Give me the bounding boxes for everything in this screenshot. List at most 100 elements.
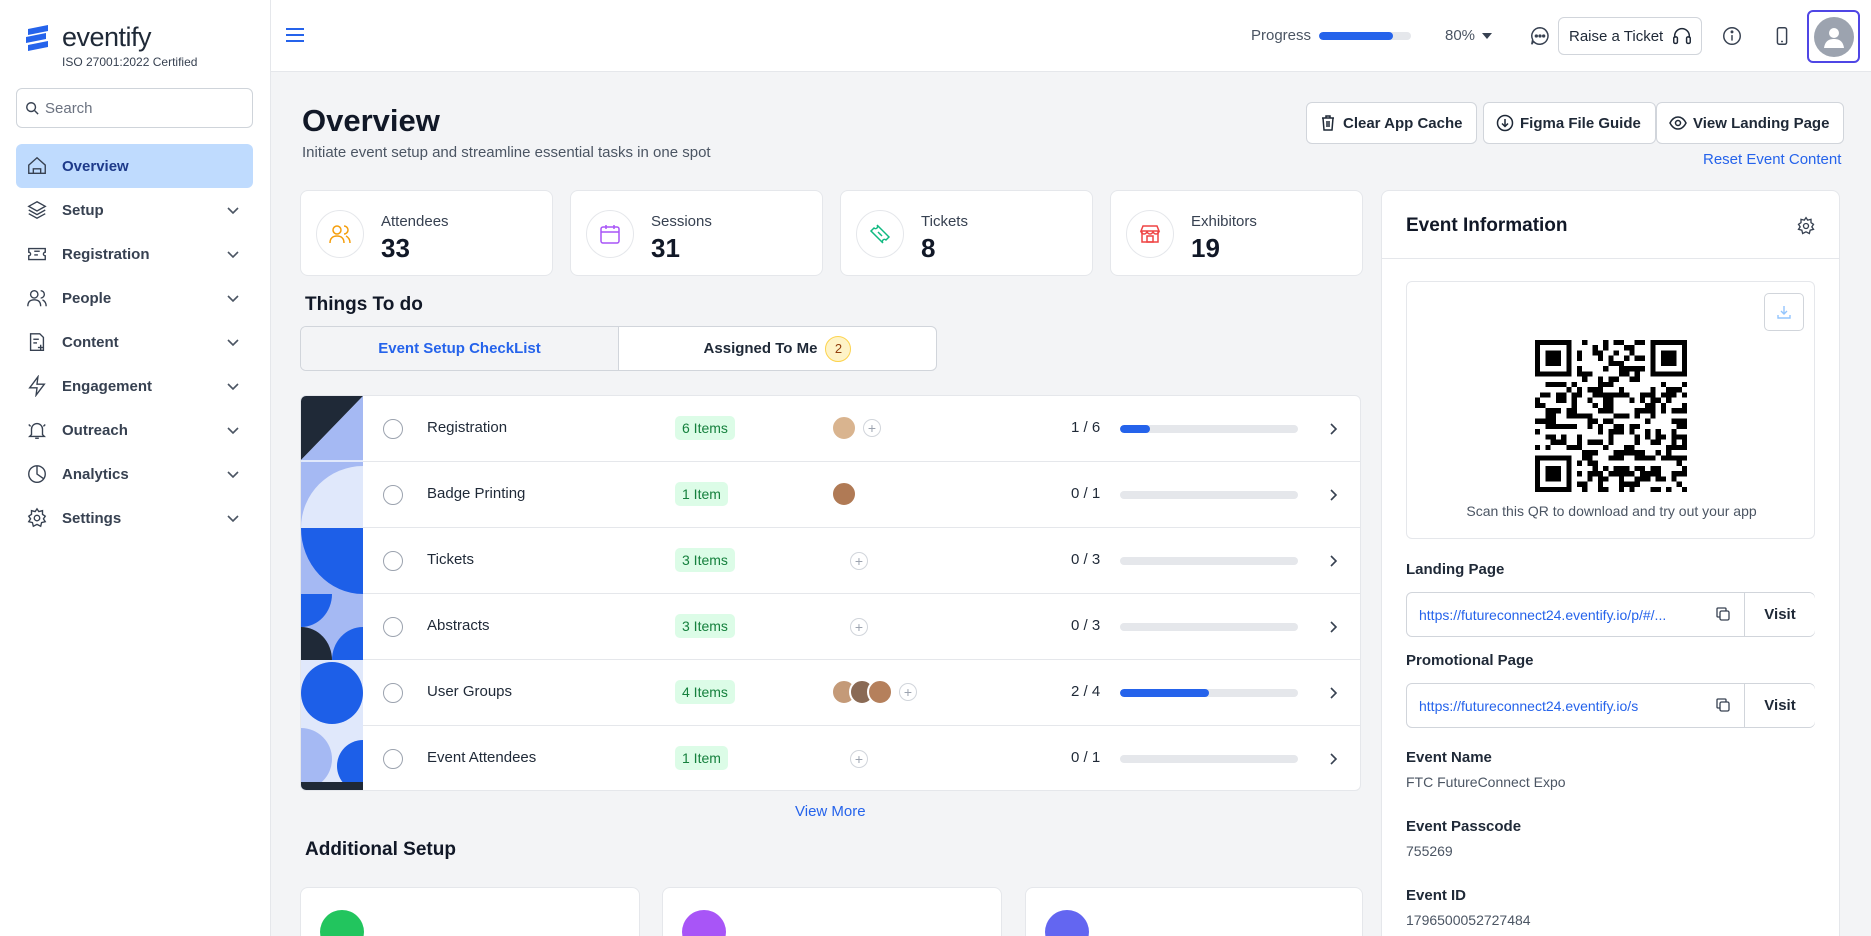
row-name: Event Attendees [427,749,537,766]
chevron-right-icon[interactable] [1325,751,1341,767]
add-assignee-icon[interactable]: + [899,683,917,701]
sidebar-item-label: Engagement [62,377,153,395]
home-icon [28,156,46,175]
sidebar-item-label: Overview [62,157,129,175]
add-assignee-icon[interactable]: + [850,618,868,636]
chevron-down-icon [227,251,239,259]
chevron-down-icon [227,207,239,215]
row-progress-bar [1120,623,1298,631]
chevron-right-icon[interactable] [1325,421,1341,437]
chevron-right-icon[interactable] [1325,553,1341,569]
copy-icon[interactable] [1715,606,1731,622]
row-radio[interactable] [383,485,403,505]
sidebar-item-label: Analytics [62,465,129,483]
stat-icon-container [316,210,364,258]
reset-event-content-link[interactable]: Reset Event Content [1703,151,1842,168]
qr-code [1535,340,1687,492]
chat-icon[interactable] [1529,25,1551,47]
row-radio[interactable] [383,683,403,703]
copy-icon[interactable] [1715,697,1731,713]
raise-ticket-button[interactable]: Raise a Ticket [1558,17,1702,55]
bell-icon [28,422,46,439]
search-input[interactable] [45,99,245,117]
event-id-label: Event ID [1406,887,1467,904]
add-assignee-icon[interactable]: + [850,750,868,768]
checklist-row-abstracts[interactable]: Abstracts 3 Items + 0 / 3 [363,594,1360,660]
tab-label: Event Setup CheckList [378,340,541,357]
checklist-row-badge-printing[interactable]: Badge Printing 1 Item 0 / 1 [363,462,1360,528]
avatar[interactable] [831,481,857,507]
additional-setup-card[interactable] [662,887,1002,936]
event-passcode-label: Event Passcode [1406,818,1522,835]
stat-label: Attendees [381,213,449,230]
search-box[interactable] [16,88,253,128]
users-icon [27,289,47,307]
stat-icon-container [586,210,634,258]
event-passcode-value: 755269 [1406,843,1453,859]
caret-down-icon[interactable] [1481,31,1493,41]
row-count: 1 / 6 [1071,419,1101,436]
stat-value: 33 [381,233,410,263]
sidebar-item-people[interactable]: People [16,276,253,320]
checklist-row-user-groups[interactable]: User Groups 4 Items + 2 / 4 [363,660,1360,726]
items-badge: 3 Items [675,614,735,638]
download-icon [1496,114,1514,132]
visit-landing-button[interactable]: Visit [1744,593,1815,636]
chevron-right-icon[interactable] [1325,685,1341,701]
add-assignee-icon[interactable]: + [850,552,868,570]
additional-setup-card[interactable] [1025,887,1363,936]
stat-card-sessions[interactable]: Sessions 31 [570,190,823,276]
checklist-row-registration[interactable]: Registration 6 Items + 1 / 6 [363,396,1360,462]
user-avatar-button[interactable] [1807,10,1860,63]
promotional-page-label: Promotional Page [1406,652,1534,669]
row-progress-bar [1120,491,1298,499]
figma-guide-button[interactable]: Figma File Guide [1483,102,1656,144]
avatar[interactable] [831,415,857,441]
row-radio[interactable] [383,419,403,439]
chevron-down-icon [227,427,239,435]
view-more-link[interactable]: View More [795,803,866,820]
mobile-icon[interactable] [1771,25,1793,47]
chevron-right-icon[interactable] [1325,487,1341,503]
view-landing-page-button[interactable]: View Landing Page [1656,102,1845,144]
checklist-row-event-attendees[interactable]: Event Attendees 1 Item + 0 / 1 [363,726,1360,790]
sidebar-item-engagement[interactable]: Engagement [16,364,253,408]
progress-bar [1319,32,1411,40]
trash-icon [1322,115,1334,131]
promotional-page-url[interactable]: https://futureconnect24.eventify.io/s [1419,698,1639,714]
row-radio[interactable] [383,749,403,769]
gear-icon[interactable] [1796,216,1816,236]
sidebar-item-outreach[interactable]: Outreach [16,408,253,452]
stat-card-tickets[interactable]: Tickets 8 [840,190,1093,276]
stat-card-attendees[interactable]: Attendees 33 [300,190,553,276]
tab-event-setup-checklist[interactable]: Event Setup CheckList [301,327,619,370]
page-subtitle: Initiate event setup and streamline esse… [302,144,711,161]
info-icon[interactable] [1721,25,1743,47]
qr-download-button[interactable] [1764,293,1804,331]
row-radio[interactable] [383,551,403,571]
avatar[interactable] [867,679,893,705]
stat-card-exhibitors[interactable]: Exhibitors 19 [1110,190,1363,276]
hamburger-menu-icon[interactable] [286,27,304,43]
sidebar-item-registration[interactable]: Registration [16,232,253,276]
sidebar-item-content[interactable]: Content [16,320,253,364]
eye-icon [1669,116,1687,130]
sidebar-item-settings[interactable]: Settings [16,496,253,540]
clear-cache-button[interactable]: Clear App Cache [1306,102,1478,144]
sidebar-item-analytics[interactable]: Analytics [16,452,253,496]
checklist-row-tickets[interactable]: Tickets 3 Items + 0 / 3 [363,528,1360,594]
qr-caption: Scan this QR to download and try out you… [1466,503,1757,519]
additional-setup-card[interactable] [300,887,640,936]
search-icon [26,102,39,115]
brand-logo[interactable]: eventify [24,22,152,53]
row-radio[interactable] [383,617,403,637]
chevron-right-icon[interactable] [1325,619,1341,635]
landing-page-url[interactable]: https://futureconnect24.eventify.io/p/#/… [1419,607,1667,623]
sidebar-nav: Overview Setup Registration People Conte… [16,144,253,540]
sidebar-item-overview[interactable]: Overview [16,144,253,188]
add-assignee-icon[interactable]: + [863,419,881,437]
things-to-do-title: Things To do [305,294,423,315]
visit-promotional-button[interactable]: Visit [1744,684,1815,727]
tab-assigned-to-me[interactable]: Assigned To Me 2 [619,327,936,370]
sidebar-item-setup[interactable]: Setup [16,188,253,232]
